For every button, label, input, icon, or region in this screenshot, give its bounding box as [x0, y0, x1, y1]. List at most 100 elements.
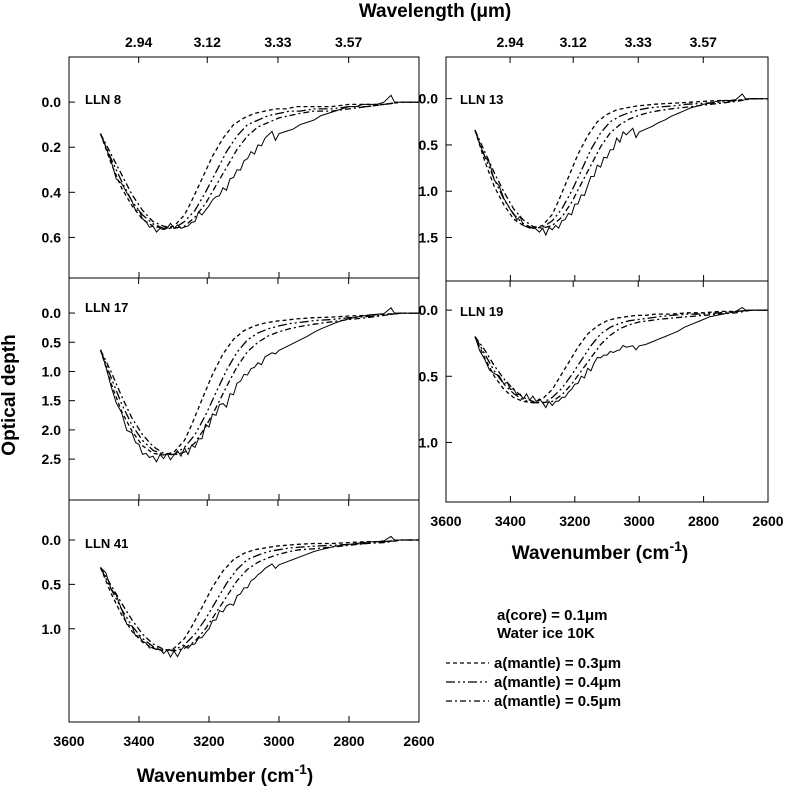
series-model-0-4um: [99, 101, 419, 230]
x-tick-label: 3000: [263, 733, 294, 749]
panel-label: LLN 8: [85, 92, 121, 107]
panel-series: [99, 535, 419, 659]
top-tick-label: 3.33: [264, 34, 291, 50]
y-tick-label: 0.0: [419, 91, 439, 107]
x-axis-title-left: Wavenumber (cm-1): [137, 761, 313, 787]
panel-series: [474, 306, 768, 409]
y-tick-label: 2.0: [42, 422, 62, 438]
panel-frame: [68, 499, 420, 723]
panel-lln-8: LLN 8 0.0 0.2 0.4 0.6: [42, 56, 420, 279]
panel-label: LLN 19: [460, 304, 503, 319]
series-model-0-3um: [474, 309, 768, 404]
x-tick-label: 3600: [53, 733, 84, 749]
legend-label-model-0-3um: a(mantle) = 0.3μm: [494, 655, 621, 672]
y-tick-label: 1.0: [42, 621, 62, 637]
x-axis-title-text: Wavenumber (cm: [137, 766, 295, 787]
panel-frame: [445, 280, 769, 503]
bottom-axis-labels-left: 3600 3400 3200 3000 2800 2600: [53, 733, 434, 749]
y-tick-label: 0.0: [42, 305, 62, 321]
top-tick-label: 3.12: [560, 34, 587, 50]
top-tick-label: 2.94: [125, 34, 152, 50]
series-model-0-3um: [99, 312, 419, 456]
top-axis-labels-left: 2.94 3.12 3.33 3.57: [125, 34, 362, 50]
top-axis-title: Wavelength (μm): [359, 1, 511, 22]
legend-core-label: a(core) = 0.1μm: [497, 607, 607, 624]
series-model-0-3um: [99, 539, 419, 652]
x-tick-label: 2600: [403, 733, 434, 749]
y-tick-label: 0.5: [419, 368, 439, 384]
legend-items: a(mantle) = 0.3μm a(mantle) = 0.4μm a(mant…: [446, 655, 621, 710]
x-tick-label: 2800: [333, 733, 364, 749]
x-axis-title-text: Wavenumber (cm: [512, 543, 670, 564]
bottom-axis-labels-right: 3600 3400 3200 3000 2800 2600: [430, 513, 783, 529]
panel-lln-17: LLN 17 0.0 0.5 1.0 1.5 2.0 2.5: [42, 277, 420, 501]
x-axis-title-close: ): [682, 543, 688, 564]
x-axis-title-superscript: -1: [294, 761, 307, 777]
top-tick-label: 3.57: [335, 34, 362, 50]
panel-label: LLN 41: [85, 536, 128, 551]
legend-label-model-0-5um: a(mantle) = 0.5μm: [494, 693, 621, 710]
series-observed: [100, 94, 419, 233]
y-tick-label: 0.0: [42, 94, 62, 110]
panel-frame: [445, 56, 769, 282]
series-model-0-3um: [99, 101, 419, 230]
panel-series: [99, 94, 419, 233]
series-model-0-5um: [474, 309, 768, 404]
y-tick-label: 0.5: [42, 576, 62, 592]
y-tick-label: 0.0: [419, 302, 439, 318]
panel-ticks: 0.0 0.5 1.0 1.5 2.0 2.5: [42, 278, 420, 500]
y-tick-label: 2.5: [42, 451, 62, 467]
panel-frame: [68, 56, 420, 279]
x-axis-title-close: ): [307, 766, 313, 787]
series-model-0-4um: [474, 309, 768, 404]
panel-series: [99, 307, 419, 463]
y-tick-label: 0.4: [42, 184, 62, 200]
panel-ticks: 0.0 0.5 1.0: [419, 281, 769, 502]
series-model-0-5um: [99, 539, 419, 652]
series-model-0-3um: [474, 98, 768, 229]
y-tick-label: 0.2: [42, 139, 62, 155]
x-axis-title-right: Wavenumber (cm-1): [512, 538, 688, 564]
panel-series: [474, 93, 768, 237]
panel-ticks: 0.0 0.5 1.0: [42, 500, 420, 722]
panel-label: LLN 17: [85, 300, 128, 315]
y-tick-label: 0.5: [42, 334, 62, 350]
top-axis-labels-right: 2.94 3.12 3.33 3.57: [496, 34, 717, 50]
panel-label: LLN 13: [460, 92, 503, 107]
top-tick-label: 2.94: [496, 34, 523, 50]
x-tick-label: 3600: [430, 513, 461, 529]
x-tick-label: 3000: [624, 513, 655, 529]
top-tick-label: 3.57: [690, 34, 717, 50]
y-axis-title: Optical depth: [0, 334, 20, 455]
series-model-0-4um: [99, 539, 419, 651]
y-tick-label: 1.5: [419, 229, 439, 245]
legend-label-model-0-4um: a(mantle) = 0.4μm: [494, 674, 621, 691]
y-tick-label: 0.5: [419, 137, 439, 153]
x-tick-label: 3200: [193, 733, 224, 749]
series-model-0-4um: [474, 98, 768, 229]
y-tick-label: 1.5: [42, 393, 62, 409]
y-tick-label: 1.0: [419, 183, 439, 199]
series-model-0-5um: [99, 101, 419, 230]
legend-ice-label: Water ice 10K: [497, 625, 595, 642]
panel-lln-13: LLN 13 0.0 0.5 1.0 1.5: [419, 56, 769, 282]
y-tick-label: 1.0: [419, 434, 439, 450]
panel-ticks: 0.0 0.5 1.0 1.5: [419, 57, 769, 281]
top-tick-label: 3.33: [625, 34, 652, 50]
series-observed: [100, 307, 419, 463]
x-tick-label: 3400: [123, 733, 154, 749]
y-tick-label: 1.0: [42, 363, 62, 379]
x-tick-label: 2800: [688, 513, 719, 529]
panel-ticks: 0.0 0.2 0.4 0.6: [42, 57, 420, 278]
x-tick-label: 3400: [495, 513, 526, 529]
x-tick-label: 2600: [752, 513, 783, 529]
series-model-0-5um: [99, 312, 419, 456]
panel-lln-19: LLN 19 0.0 0.5 1.0: [419, 280, 769, 503]
y-tick-label: 0.0: [42, 532, 62, 548]
top-tick-label: 3.12: [194, 34, 221, 50]
series-model-0-5um: [474, 98, 768, 229]
series-model-0-4um: [99, 312, 419, 456]
y-tick-label: 0.6: [42, 229, 62, 245]
x-axis-title-superscript: -1: [669, 538, 682, 554]
legend: a(core) = 0.1μm Water ice 10K a(mantle) …: [446, 607, 621, 710]
